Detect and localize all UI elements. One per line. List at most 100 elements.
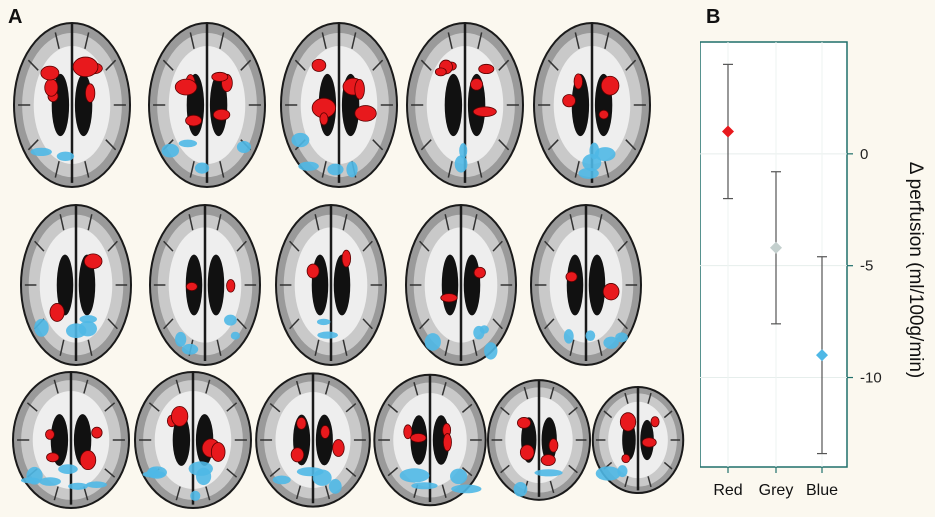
sulcus [105, 139, 117, 151]
blue-region [582, 154, 602, 172]
red-region [185, 282, 198, 292]
red-region [49, 303, 65, 322]
blue-region [194, 162, 210, 174]
red-region [434, 67, 447, 77]
sulcus [83, 379, 89, 394]
sulcus [441, 484, 447, 498]
blue-region [327, 163, 344, 176]
sulcus [387, 467, 399, 477]
sulcus [342, 214, 348, 231]
brain-slice [405, 204, 517, 366]
sulcus [447, 160, 453, 178]
sulcus [105, 59, 117, 71]
y-axis-ticks: 0 -5 -10 [847, 146, 882, 387]
blue-region [181, 343, 199, 355]
panel-label-a: A [8, 6, 23, 28]
blue-region [224, 314, 237, 326]
sulcus [148, 402, 160, 412]
sulcus [549, 480, 555, 494]
brain-slice [373, 373, 487, 507]
sulcus [289, 318, 300, 330]
sulcus [324, 380, 331, 395]
sulcus [269, 403, 281, 413]
blue-region [534, 469, 563, 477]
sulcus [289, 240, 300, 252]
sulcus [362, 240, 373, 252]
sulcus [104, 402, 116, 412]
red-region [478, 63, 495, 75]
red-region [46, 452, 60, 463]
sulcus [362, 318, 373, 330]
sulcus [314, 214, 320, 231]
sulcus [624, 476, 629, 488]
red-region [212, 108, 231, 121]
sulcus [188, 214, 194, 231]
red-region [562, 94, 576, 108]
sulcus [107, 240, 118, 252]
ventricle [463, 254, 481, 316]
red-region [226, 279, 236, 293]
ventricle [588, 254, 606, 316]
brain-slice [134, 371, 252, 509]
brain-slice [591, 385, 685, 495]
red-region [40, 65, 60, 81]
sulcus [597, 339, 603, 356]
blue-region [272, 475, 291, 485]
sulcus [59, 214, 65, 231]
blue-region [298, 161, 319, 171]
blue-region [39, 477, 61, 486]
sulcus [205, 486, 211, 501]
red-region [548, 438, 559, 453]
red-region [319, 112, 329, 126]
brain-slice [148, 22, 266, 188]
blue-region [236, 141, 252, 153]
plot-area [700, 41, 848, 468]
sulcus [104, 468, 116, 478]
blue-region [615, 332, 628, 343]
red-region [79, 450, 97, 471]
blue-region [230, 331, 240, 340]
sulcus [189, 32, 195, 50]
red-region [91, 426, 103, 439]
blue-region [65, 323, 87, 339]
sulcus [219, 160, 225, 178]
sulcus [27, 139, 39, 151]
sulcus [240, 59, 252, 71]
sulcus [219, 32, 225, 50]
red-region [296, 417, 307, 430]
blue-region [178, 139, 198, 148]
blue-region [399, 468, 430, 483]
sulcus [314, 339, 320, 356]
sulcus [544, 240, 555, 252]
sulcus [574, 160, 580, 178]
sulcus [498, 59, 510, 71]
brain-slice [255, 372, 371, 508]
sulcus [226, 402, 238, 412]
sulcus [189, 160, 195, 178]
sulcus [59, 339, 65, 356]
brain-slice [280, 22, 398, 188]
blue-region [30, 147, 52, 157]
sulcus [500, 406, 510, 416]
sulcus [461, 403, 473, 413]
blue-region [317, 331, 338, 339]
sulcus [26, 402, 38, 412]
blue-region [594, 147, 616, 162]
sulcus [663, 410, 673, 419]
blue-region [291, 132, 310, 148]
ventricle [333, 254, 351, 316]
sulcus [163, 318, 174, 330]
blue-region [484, 342, 498, 360]
blue-region [147, 466, 167, 479]
y-tick-label: -10 [860, 370, 882, 387]
y-axis-title: Δ perfusion (ml/100g/min) [905, 162, 926, 379]
sulcus [568, 406, 578, 416]
sulcus [569, 214, 575, 231]
sulcus [477, 32, 483, 50]
perfusion-chart: 0 -5 -10 Red Grey Blue Δ perfusion (ml/100g/… [700, 41, 926, 499]
brain-slice [406, 22, 524, 188]
sulcus [226, 468, 238, 478]
blue-region [188, 461, 213, 476]
red-region [573, 73, 583, 90]
red-region [171, 405, 189, 427]
